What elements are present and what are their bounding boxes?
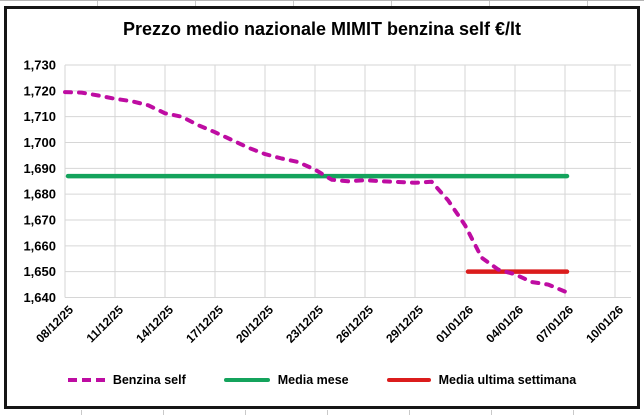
chart-frame[interactable]: 1,730 1,720 1,710 1,700 1,690 1,680 1,670 1,660… xyxy=(4,6,640,409)
y-tick-label: 1,700 xyxy=(23,135,56,150)
y-tick-label: 1,730 xyxy=(23,58,56,73)
y-tick-label: 1,680 xyxy=(23,187,56,202)
y-tick-label: 1,720 xyxy=(23,83,56,98)
legend-label-media-ultima-settimana: Media ultima settimana xyxy=(438,373,577,387)
chart-legend: Benzina self Media mese Media ultima set… xyxy=(7,373,637,387)
spreadsheet-gridlines-top xyxy=(0,0,644,6)
y-tick-label: 1,710 xyxy=(23,109,56,124)
legend-swatch-media-mese xyxy=(223,377,270,383)
x-tick-label: 26/12/25 xyxy=(333,302,376,345)
y-tick-label: 1,660 xyxy=(23,238,56,253)
y-tick-label: 1,640 xyxy=(23,290,56,305)
legend-item-media-mese: Media mese xyxy=(223,373,349,387)
x-tick-label: 08/12/25 xyxy=(33,302,76,345)
legend-label-media-mese: Media mese xyxy=(277,373,349,387)
y-tick-label: 1,690 xyxy=(23,161,56,176)
x-tick-label: 11/12/25 xyxy=(84,303,127,346)
legend-swatch-media-ultima-settimana xyxy=(386,377,431,383)
x-tick-label: 23/12/25 xyxy=(283,302,326,345)
spreadsheet-gridlines-bottom xyxy=(0,410,644,415)
x-tick-label: 07/01/26 xyxy=(533,302,576,345)
x-tick-label: 10/01/26 xyxy=(583,302,626,345)
legend-item-media-ultima-settimana: Media ultima settimana xyxy=(386,373,577,387)
benzina-self-series-line xyxy=(63,90,567,294)
legend-item-benzina-self: Benzina self xyxy=(67,373,186,387)
x-tick-label: 29/12/25 xyxy=(383,302,426,345)
x-tick-label: 04/01/26 xyxy=(483,302,526,345)
y-tick-label: 1,650 xyxy=(23,264,56,279)
chart-title: Prezzo medio nazionale MIMIT benzina sel… xyxy=(122,19,522,39)
legend-swatch-benzina-self xyxy=(67,377,105,383)
x-tick-label: 20/12/25 xyxy=(233,302,276,345)
chart-plot-area: 1,730 1,720 1,710 1,700 1,690 1,680 1,670 1,660… xyxy=(23,58,631,346)
x-tick-label: 17/12/25 xyxy=(183,302,226,345)
x-tick-label: 14/12/25 xyxy=(133,302,176,345)
y-tick-label: 1,670 xyxy=(23,213,56,228)
x-tick-label: 01/01/26 xyxy=(433,302,476,345)
legend-label-benzina-self: Benzina self xyxy=(112,373,186,387)
